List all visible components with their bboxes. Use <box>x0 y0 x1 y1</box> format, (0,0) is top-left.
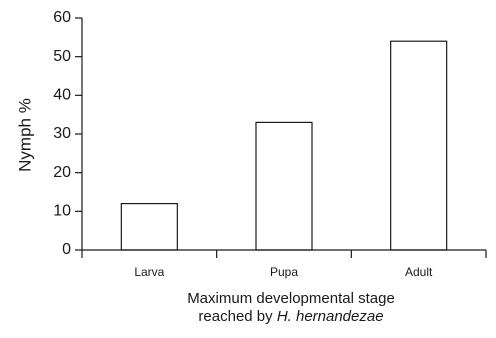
x-tick-label-larva: Larva <box>134 265 164 279</box>
x-ticks-group: Larva Pupa Adult <box>81 250 487 279</box>
y-tick-label: 0 <box>62 241 71 258</box>
y-tick-label: 20 <box>53 164 71 181</box>
y-ticks-group: 0 10 20 30 40 50 60 <box>53 9 82 258</box>
x-axis-title-prefix: reached by <box>198 308 276 325</box>
bar-adult <box>390 40 448 251</box>
y-tick-label: 50 <box>53 48 71 65</box>
x-tick-label-pupa: Pupa <box>270 265 298 279</box>
bar-pupa <box>255 121 313 251</box>
x-axis-title-line1: Maximum developmental stage <box>187 290 395 307</box>
bar-larva <box>120 203 178 251</box>
x-axis-title-line2: reached by H. hernandezae <box>198 308 383 325</box>
x-axis-title-species: H. hernandezae <box>277 308 384 325</box>
bars-group <box>120 40 448 251</box>
y-tick-label: 10 <box>53 203 71 220</box>
y-tick-label: 40 <box>53 87 71 104</box>
y-axis-label: Nymph % <box>15 98 34 172</box>
x-tick-label-adult: Adult <box>405 265 433 279</box>
y-tick-label: 30 <box>53 125 71 142</box>
y-tick-label: 60 <box>53 9 71 26</box>
